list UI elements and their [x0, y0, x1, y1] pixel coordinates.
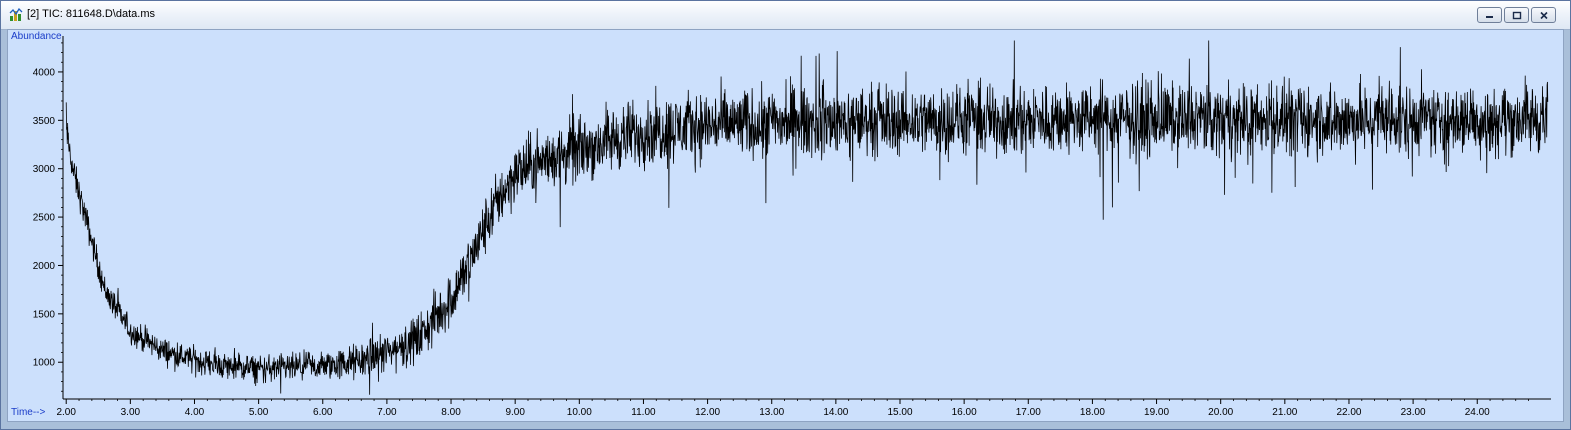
maximize-icon [1512, 11, 1521, 19]
x-tick-label: 14.00 [823, 407, 848, 418]
x-tick-label: 10.00 [567, 407, 592, 418]
y-tick-label: 1500 [33, 309, 56, 320]
y-axis-title: Abundance [11, 31, 62, 42]
window-controls [1477, 7, 1556, 23]
chromatogram-app-icon [9, 8, 23, 21]
x-tick-label: 21.00 [1272, 407, 1297, 418]
x-tick-label: 19.00 [1144, 407, 1169, 418]
x-tick-label: 22.00 [1336, 407, 1361, 418]
x-tick-label: 6.00 [313, 407, 333, 418]
x-tick-label: 13.00 [759, 407, 784, 418]
y-axis-ticks: 1000 1500 2000 2500 3000 3500 4000 [33, 42, 63, 392]
x-tick-label: 20.00 [1208, 407, 1233, 418]
close-icon [1539, 11, 1548, 19]
y-tick-label: 4000 [33, 67, 56, 78]
title-bar[interactable]: [2] TIC: 811648.D\data.ms [1, 1, 1570, 30]
window-title: [2] TIC: 811648.D\data.ms [27, 8, 155, 20]
y-tick-label: 2000 [33, 261, 56, 272]
minimize-icon [1485, 16, 1493, 18]
chart-axes [62, 36, 1551, 400]
y-tick-label: 3000 [33, 164, 56, 175]
y-tick-label: 2500 [33, 213, 56, 224]
x-tick-label: 9.00 [505, 407, 525, 418]
x-tick-label: 18.00 [1080, 407, 1105, 418]
maximize-button[interactable] [1504, 7, 1529, 23]
tic-chart[interactable]: 1000 1500 2000 2500 3000 3500 4000 2.00 3.00 4.0… [8, 30, 1563, 421]
x-tick-label: 5.00 [249, 407, 269, 418]
minimize-button[interactable] [1477, 7, 1502, 23]
y-tick-label: 3500 [33, 116, 56, 127]
tic-trace-line [65, 40, 1549, 395]
x-tick-label: 16.00 [952, 407, 977, 418]
x-axis-ticks: 2.00 3.00 4.00 5.00 6.00 7.00 8.00 9.00 10.00 11.… [56, 399, 1529, 418]
x-tick-label: 23.00 [1401, 407, 1426, 418]
x-tick-label: 11.00 [631, 407, 656, 418]
chromatogram-plot[interactable]: 1000 1500 2000 2500 3000 3500 4000 2.00 3.00 4.0… [7, 29, 1564, 422]
x-tick-label: 7.00 [377, 407, 397, 418]
x-tick-label: 4.00 [185, 407, 205, 418]
x-tick-label: 8.00 [441, 407, 461, 418]
y-tick-label: 1000 [33, 358, 56, 369]
x-tick-label: 12.00 [695, 407, 720, 418]
x-tick-label: 24.00 [1465, 407, 1490, 418]
x-tick-label: 3.00 [121, 407, 141, 418]
x-axis-title: Time--> [11, 407, 46, 418]
x-tick-label: 17.00 [1016, 407, 1041, 418]
close-button[interactable] [1531, 7, 1556, 23]
x-tick-label: 15.00 [887, 407, 912, 418]
x-tick-label: 2.00 [56, 407, 76, 418]
